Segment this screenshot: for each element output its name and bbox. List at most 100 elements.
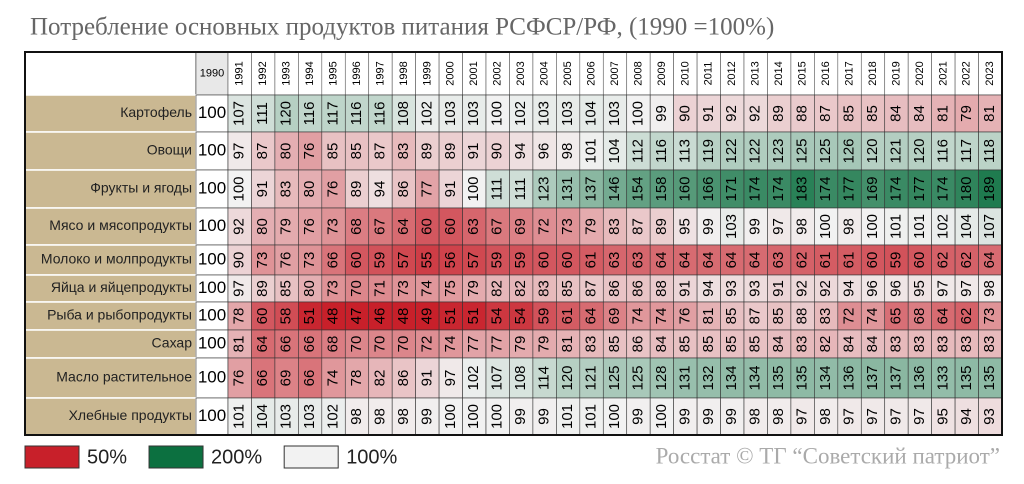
cell-value: 84 xyxy=(887,105,904,122)
cell-value: 59 xyxy=(512,252,529,269)
cell-value: 94 xyxy=(958,408,975,425)
row-label-cell xyxy=(24,94,197,133)
cell-value: 63 xyxy=(770,252,787,269)
cell-value: 108 xyxy=(512,365,529,390)
cell-value: 64 xyxy=(653,252,670,269)
cell-value: 97 xyxy=(231,280,248,297)
cell-value: 171 xyxy=(723,176,740,201)
year-label: 2018 xyxy=(867,61,879,85)
cell-value: 100 xyxy=(465,176,482,201)
cell-value: 83 xyxy=(395,143,412,160)
cell-value: 61 xyxy=(559,308,576,325)
cell-value: 131 xyxy=(559,176,576,201)
cell-value: 134 xyxy=(817,365,834,390)
cell-value: 80 xyxy=(278,143,295,160)
cell-value: 78 xyxy=(348,370,365,387)
cell-value: 97 xyxy=(770,218,787,235)
cell-value: 116 xyxy=(653,139,670,163)
cell-value: 70 xyxy=(371,336,388,353)
cell-value: 51 xyxy=(301,308,318,325)
year-label: 2020 xyxy=(914,61,926,85)
cell-value: 85 xyxy=(700,336,717,353)
cell-value: 103 xyxy=(278,404,295,429)
cell-value: 103 xyxy=(536,101,553,126)
cell-value: 79 xyxy=(512,336,529,353)
cell-value: 89 xyxy=(418,143,435,160)
cell-value: 85 xyxy=(723,308,740,325)
year-label: 2001 xyxy=(468,61,480,85)
cell-value: 51 xyxy=(442,308,459,325)
cell-value: 98 xyxy=(747,408,764,425)
cell-value: 85 xyxy=(723,336,740,353)
cell-value: 97 xyxy=(887,408,904,425)
cell-value: 125 xyxy=(606,365,623,390)
cell-value: 59 xyxy=(887,252,904,269)
cell-value: 103 xyxy=(606,101,623,126)
year-label: 2021 xyxy=(937,61,949,85)
cell-value: 61 xyxy=(583,252,600,269)
cell-value: 85 xyxy=(278,280,295,297)
cell-value: 117 xyxy=(958,139,975,163)
cell-value: 84 xyxy=(864,336,881,353)
cell-value: 76 xyxy=(301,143,318,160)
cell-value: 87 xyxy=(583,280,600,297)
cell-value: 89 xyxy=(653,218,670,235)
cell-value: 174 xyxy=(887,176,904,201)
cell-value: 63 xyxy=(606,252,623,269)
cell-value: 131 xyxy=(676,365,693,390)
cell-value: 79 xyxy=(278,218,295,235)
year-label: 2016 xyxy=(820,61,832,85)
year-label: 1998 xyxy=(398,61,410,85)
cell-value: 87 xyxy=(371,143,388,160)
cell-value: 91 xyxy=(442,181,459,198)
cell-value: 73 xyxy=(301,252,318,269)
cell-value: 100 xyxy=(198,216,226,235)
cell-value: 174 xyxy=(770,176,787,201)
cell-value: 120 xyxy=(864,138,881,163)
cell-value: 93 xyxy=(723,280,740,297)
cell-value: 66 xyxy=(325,252,342,269)
cell-value: 107 xyxy=(981,214,998,239)
cell-value: 98 xyxy=(395,408,412,425)
cell-value: 102 xyxy=(418,101,435,126)
cell-value: 91 xyxy=(770,280,787,297)
cell-value: 91 xyxy=(676,280,693,297)
cell-value: 69 xyxy=(278,370,295,387)
cell-value: 101 xyxy=(583,138,600,163)
cell-value: 98 xyxy=(841,218,858,235)
cell-value: 95 xyxy=(934,408,951,425)
cell-value: 180 xyxy=(958,176,975,201)
cell-value: 85 xyxy=(864,105,881,122)
cell-value: 86 xyxy=(395,181,412,198)
cell-value: 70 xyxy=(395,336,412,353)
cell-value: 85 xyxy=(747,336,764,353)
cell-value: 68 xyxy=(911,308,928,325)
legend-swatch xyxy=(148,445,204,469)
row-label: Фрукты и ягоды xyxy=(90,180,192,196)
year-label: 1996 xyxy=(351,61,363,85)
cell-value: 85 xyxy=(841,105,858,122)
year-label: 2007 xyxy=(609,61,621,85)
cell-value: 72 xyxy=(841,308,858,325)
cell-value: 48 xyxy=(395,308,412,325)
cell-value: 100 xyxy=(629,101,646,126)
cell-value: 83 xyxy=(887,336,904,353)
cell-value: 97 xyxy=(958,280,975,297)
cell-value: 100 xyxy=(198,278,226,297)
cell-value: 87 xyxy=(747,308,764,325)
cell-value: 73 xyxy=(254,252,271,269)
cell-value: 64 xyxy=(747,252,764,269)
cell-value: 117 xyxy=(325,102,342,126)
cell-value: 114 xyxy=(536,366,553,390)
cell-value: 83 xyxy=(911,336,928,353)
cell-value: 174 xyxy=(747,176,764,201)
cell-value: 85 xyxy=(325,143,342,160)
cell-value: 79 xyxy=(958,105,975,122)
cell-value: 76 xyxy=(676,308,693,325)
cell-value: 83 xyxy=(606,218,623,235)
cell-value: 62 xyxy=(794,252,811,269)
cell-value: 98 xyxy=(371,408,388,425)
cell-value: 100 xyxy=(864,214,881,239)
cell-value: 55 xyxy=(418,252,435,269)
cell-value: 47 xyxy=(348,308,365,325)
